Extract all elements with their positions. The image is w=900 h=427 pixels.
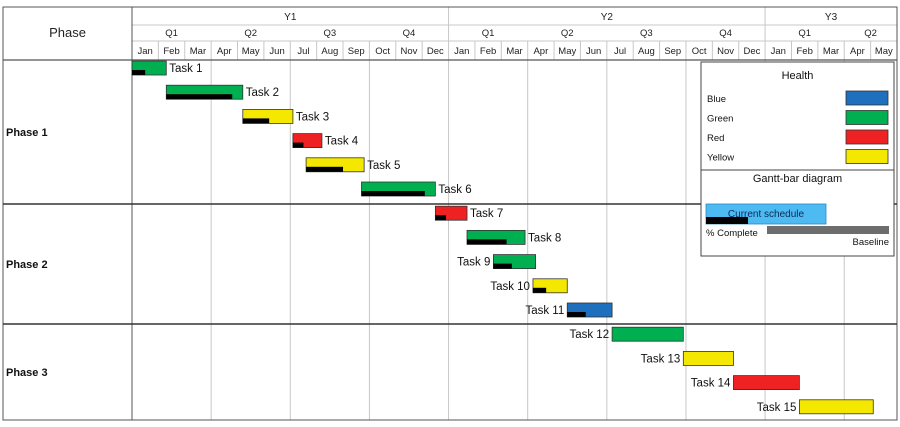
month-label: Apr [850,46,865,57]
legend-swatch [845,149,889,164]
month-label: Mar [190,46,206,57]
month-label: May [558,46,576,57]
legend-complete-label: % Complete [706,228,758,239]
task-complete-bar [435,215,446,221]
task-bar [733,375,800,391]
month-label: Feb [480,46,496,57]
month-label: Jan [454,46,469,57]
task-complete-bar [467,239,507,245]
month-label: Feb [796,46,812,57]
year-label: Y2 [601,12,614,23]
legend-item-label: Green [707,114,733,125]
legend-item-label: Red [707,133,724,144]
month-label: Dec [743,46,760,57]
month-label: Dec [427,46,444,57]
month-label: Jan [771,46,786,57]
task-complete-bar [361,191,425,196]
month-label: Nov [401,46,418,57]
legend-complete-bar [706,217,748,224]
legend-swatch [845,129,889,145]
legend-diagram-title: Gantt-bar diagram [753,173,842,185]
chart-frame [2,6,898,421]
task-label: Task 7 [470,208,503,220]
task-complete-bar [132,70,146,75]
task-complete-bar [493,263,512,269]
task-label: Task 9 [457,257,490,269]
task-label: Task 1 [169,63,202,75]
legend-swatch [845,110,889,125]
month-label: Oct [375,46,390,57]
month-label: Apr [533,46,548,57]
quarter-label: Q2 [244,28,257,39]
task-complete-bar [292,142,304,148]
quarter-label: Q3 [640,28,653,39]
task-complete-bar [166,94,233,100]
timeline-header: Phase Y1 Y2 Y3 Q1 Q2 Q3 Q4 Q1 Q2 Q3 Q4 Q1 Q2 Jan Feb Mar… [49,12,893,57]
month-label: Oct [692,46,707,57]
month-label: Sep [664,46,681,57]
task-complete-bar [567,312,586,317]
task-label: Task 2 [246,87,279,99]
month-label: May [242,46,260,57]
task-bar [682,350,734,366]
task-bar [798,399,874,415]
legend-baseline-bar [767,226,889,234]
task-label: Task 3 [296,111,329,123]
phase-label: Phase 3 [6,367,48,379]
task-label: Task 5 [367,160,400,172]
task-label: Task 12 [569,329,609,341]
phase-column: Phase 1 Phase 2 Phase 3 [6,127,48,379]
legend-health-title: Health [782,70,814,82]
task-label: Task 14 [691,378,731,390]
task-complete-bar [242,118,270,124]
month-label: Nov [717,46,734,57]
month-label: Jul [297,46,309,57]
month-label: Jul [614,46,626,57]
quarter-label: Q3 [324,28,337,39]
task-label: Task 8 [528,232,561,244]
legend: Health Blue Green Red Yellow Gantt-bar diagra… [700,61,895,257]
month-label: Feb [163,46,179,57]
task-label: Task 15 [757,402,797,414]
month-label: Mar [506,46,522,57]
year-label: Y3 [825,12,838,23]
quarter-label: Q2 [864,28,877,39]
task-bars: Task 1 Task 2 Task 3 Task 4 Task 5 Task 6 Task… [131,60,874,415]
month-label: Aug [321,46,338,57]
month-label: Sep [348,46,365,57]
quarter-label: Q1 [482,28,495,39]
phase-label: Phase 1 [6,127,48,139]
task-label: Task 11 [525,305,564,317]
month-label: Mar [823,46,839,57]
task-label: Task 6 [438,184,471,196]
quarter-label: Q4 [403,28,416,39]
legend-swatch [845,90,889,106]
legend-baseline-label: Baseline [853,237,889,248]
month-label: Apr [217,46,232,57]
month-label: May [875,46,893,57]
phase-label: Phase 2 [6,259,48,271]
task-complete-bar [306,166,344,172]
month-label: Jun [269,46,284,57]
month-label: Jan [138,46,153,57]
legend-item-label: Blue [707,94,726,105]
month-label: Aug [638,46,655,57]
legend-current-schedule-label: Current schedule [728,209,805,220]
legend-item-label: Yellow [707,153,734,164]
task-label: Task 4 [325,136,359,148]
task-label: Task 10 [490,281,530,293]
phase-header: Phase [49,25,86,40]
year-label: Y1 [284,12,297,23]
task-bar [611,326,684,342]
quarter-label: Q2 [561,28,574,39]
task-label: Task 13 [641,353,681,365]
task-complete-bar [532,287,547,293]
quarter-label: Q1 [165,28,178,39]
quarter-label: Q1 [798,28,811,39]
quarter-label: Q4 [719,28,732,39]
month-label: Jun [586,46,601,57]
